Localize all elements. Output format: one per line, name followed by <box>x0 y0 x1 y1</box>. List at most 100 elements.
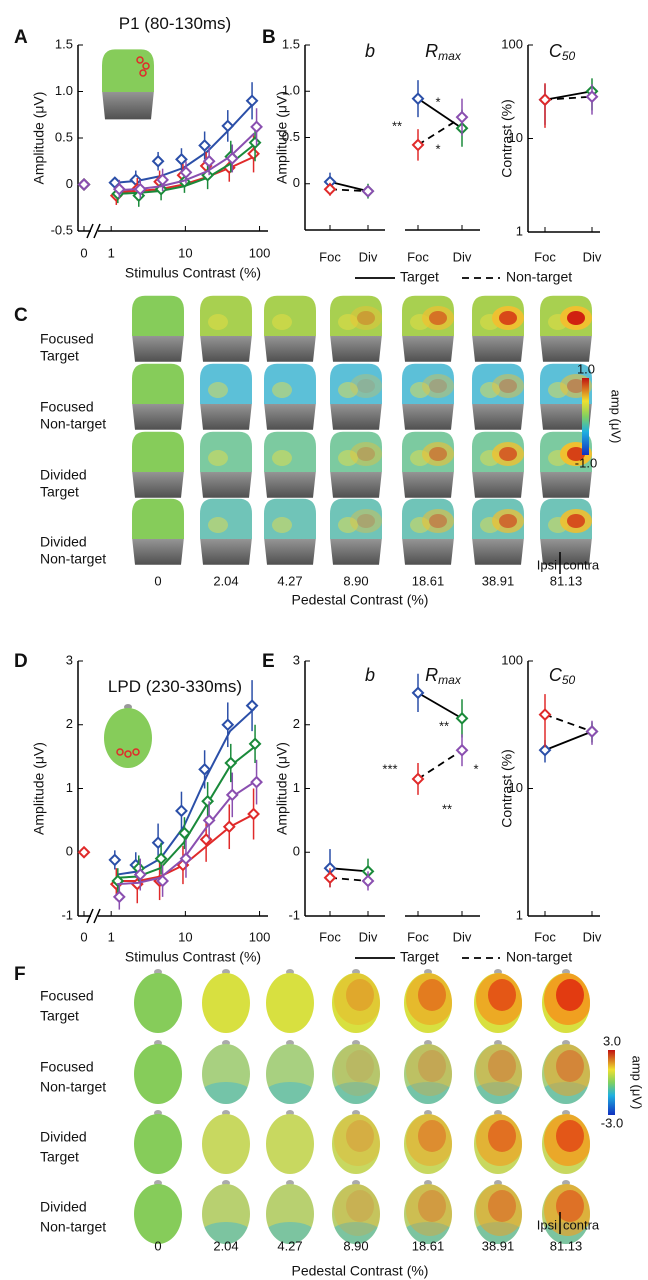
y-tick-label: -1 <box>61 907 73 922</box>
topo-blob <box>338 450 358 466</box>
head-face <box>402 470 454 498</box>
row-label: Divided <box>40 1129 87 1145</box>
x-tick-label: Foc <box>407 249 429 264</box>
topo-blob <box>480 382 500 398</box>
topo-blob <box>350 442 382 466</box>
data-point <box>538 93 552 107</box>
head-face <box>540 537 592 565</box>
electrode <box>132 748 140 756</box>
head-face <box>472 470 524 498</box>
series-line <box>329 188 369 193</box>
series-line <box>417 749 463 780</box>
title-sub: max <box>438 673 462 687</box>
head-face <box>132 402 184 430</box>
title-sub: max <box>438 49 462 63</box>
title-main: R <box>425 665 438 685</box>
topo-blob <box>338 382 358 398</box>
data-point <box>222 820 236 834</box>
topo-blob <box>208 450 228 466</box>
topo-overlay <box>480 306 524 330</box>
topo-blob <box>422 442 454 466</box>
row-label: Target <box>40 1149 79 1165</box>
chart-title: C50 <box>549 41 576 63</box>
topo-blob <box>499 311 517 325</box>
y-tick-label: -0.5 <box>51 222 73 237</box>
topo-blob <box>476 1184 522 1236</box>
row-label: Divided <box>40 467 87 483</box>
head-face <box>200 402 252 430</box>
x-axis-label: Stimulus Contrast (%) <box>125 949 261 965</box>
x-tick-label: 0 <box>80 245 87 260</box>
data-point <box>112 182 126 196</box>
topo-overlay <box>548 306 592 330</box>
series-line <box>544 95 593 101</box>
significance: *** <box>382 761 397 776</box>
head-face <box>330 537 382 565</box>
significance: * <box>435 141 440 156</box>
head <box>200 431 252 498</box>
topo-blob <box>208 314 228 330</box>
y-tick-label: 1.5 <box>282 36 300 51</box>
topo-blob <box>357 514 375 528</box>
chart-title: b <box>365 665 375 685</box>
topo-blob <box>410 382 430 398</box>
topo-overlay <box>474 1184 522 1244</box>
title-main: R <box>425 41 438 61</box>
data-point <box>225 788 239 802</box>
series-line <box>544 730 593 751</box>
colorbar-min: -1.0 <box>575 455 597 470</box>
data-point <box>202 154 216 168</box>
column-label: 0 <box>154 573 161 588</box>
data-point <box>455 110 469 124</box>
data-point <box>248 136 262 150</box>
head-dome <box>200 498 252 539</box>
row-label: Divided <box>40 534 87 550</box>
y-tick-label: 0 <box>66 176 73 191</box>
axis-break <box>93 223 101 239</box>
data-point <box>133 868 147 881</box>
topo-overlay <box>272 382 292 398</box>
data-point <box>179 165 193 179</box>
colorbar <box>582 378 589 455</box>
head-face <box>200 334 252 362</box>
topo-blob <box>208 382 228 398</box>
x-tick-label: 1 <box>108 245 115 260</box>
topo-blob <box>567 311 585 325</box>
data-point <box>221 718 235 732</box>
significance: * <box>473 761 478 776</box>
data-point <box>108 853 122 867</box>
y-tick-label: 100 <box>501 652 523 667</box>
data-point <box>132 189 146 203</box>
head <box>132 431 184 498</box>
topo-blob <box>334 1044 380 1096</box>
data-point <box>77 178 91 191</box>
panel-letter: A <box>14 27 28 48</box>
data-point <box>198 139 212 152</box>
topo-overlay <box>542 1044 590 1104</box>
x-tick-label: Foc <box>319 929 341 944</box>
head <box>330 431 382 498</box>
y-axis-label: Contrast (%) <box>499 99 515 178</box>
head <box>200 295 252 362</box>
panel-letter: D <box>14 651 28 672</box>
y-tick-label: 1.5 <box>55 36 73 51</box>
row-label: Non-target <box>40 1079 106 1095</box>
head-face <box>402 537 454 565</box>
panel-letter: E <box>262 651 275 672</box>
topo-blob <box>429 311 447 325</box>
y-tick-label: 10 <box>509 780 523 795</box>
topo-blob <box>476 1044 522 1096</box>
topo-overlay <box>208 382 228 398</box>
topo-overlay <box>480 442 524 466</box>
row-label: Focused <box>40 988 94 1004</box>
topo-overlay <box>332 1044 380 1104</box>
topo-overlay <box>476 973 522 1025</box>
topo-overlay <box>406 1114 452 1166</box>
title-main: b <box>365 665 375 685</box>
x-tick-label: Div <box>359 249 378 264</box>
head <box>540 498 592 565</box>
topo-overlay <box>480 509 524 533</box>
topo-overlay <box>404 1044 452 1104</box>
topo-blob <box>418 979 446 1011</box>
